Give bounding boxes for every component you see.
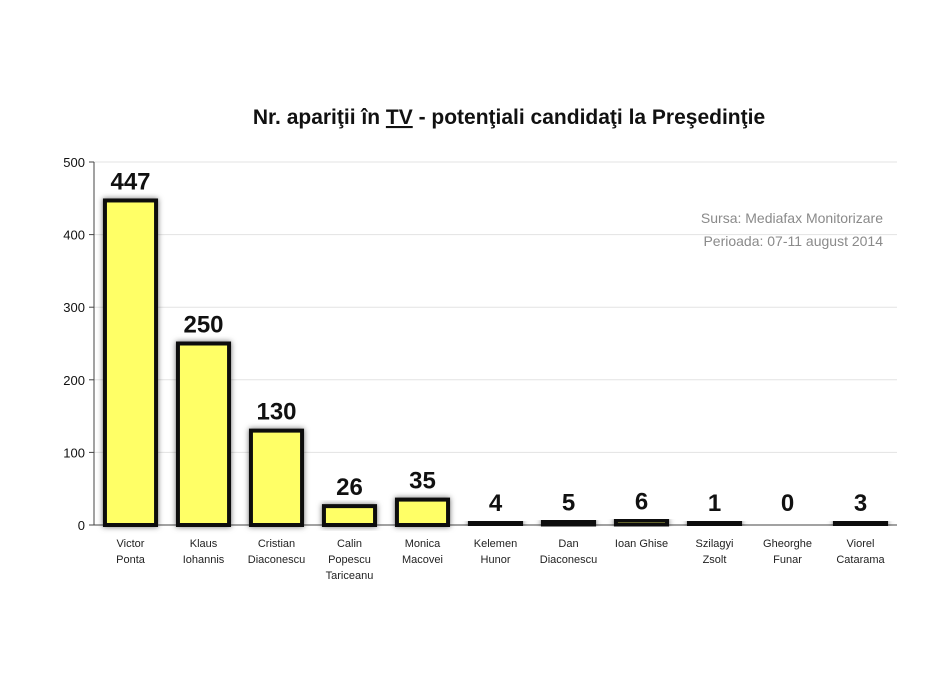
chart-title-part-tv: TV [386, 106, 413, 129]
data-label-8: 1 [708, 490, 721, 517]
x-tick-label-3-line-0: Calin [337, 538, 362, 550]
data-labels: 447 250 130 26 35 4 5 6 1 0 3 [110, 168, 867, 517]
y-tick-labels: 0 100 200 300 400 500 [63, 155, 85, 533]
bar-3 [321, 504, 378, 527]
y-tick-label-0: 0 [78, 518, 85, 533]
bar-0 [102, 198, 159, 527]
x-tick-label-5: Kelemen Hunor [474, 538, 517, 566]
x-tick-label-1-line-0: Klaus [190, 538, 218, 550]
bar-8 [686, 520, 743, 527]
x-tick-label-0: Victor Ponta [116, 538, 146, 566]
x-tick-label-7-line-0: Ioan Ghise [615, 538, 668, 550]
x-tick-label-1-line-1: Iohannis [183, 554, 225, 566]
x-tick-label-8-line-0: Szilagyi [696, 538, 734, 550]
bar-6 [540, 519, 597, 527]
bars [102, 198, 889, 527]
bar-2 [248, 428, 305, 527]
x-tick-label-5-line-0: Kelemen [474, 538, 517, 550]
x-tick-label-6-line-1: Diaconescu [540, 554, 597, 566]
bar-4 [394, 497, 451, 527]
x-tick-label-3-line-2: Tariceanu [326, 570, 374, 582]
data-label-4: 35 [409, 468, 436, 495]
y-tick-label-500: 500 [63, 155, 85, 170]
data-label-1: 250 [183, 312, 223, 339]
x-tick-label-2-line-0: Cristian [258, 538, 295, 550]
x-tick-label-6: Dan Diaconescu [540, 538, 597, 566]
data-label-9: 0 [781, 490, 794, 517]
x-tick-label-2: Cristian Diaconescu [248, 538, 305, 566]
y-tick-label-400: 400 [63, 228, 85, 243]
x-tick-label-0-line-1: Ponta [116, 554, 146, 566]
data-label-0: 447 [110, 168, 150, 195]
chart-title-part-1: Nr. apariţii în [253, 106, 386, 129]
chart-title-part-2: - potenţiali candidaţi la Preşedinţie [413, 106, 765, 129]
x-tick-label-10: Viorel Catarama [836, 538, 885, 566]
x-tick-label-8-line-1: Zsolt [703, 554, 727, 566]
x-tick-label-2-line-1: Diaconescu [248, 554, 305, 566]
bar-10 [832, 520, 889, 527]
bar-5 [467, 520, 524, 527]
x-tick-labels: Victor Ponta Klaus Iohannis Cristian Diacones… [116, 538, 885, 582]
x-tick-label-4-line-0: Monica [405, 538, 441, 550]
x-tick-label-5-line-1: Hunor [481, 554, 511, 566]
source-line-2: Perioada: 07-11 august 2014 [703, 233, 883, 249]
data-label-6: 5 [562, 489, 575, 516]
x-tick-label-7: Ioan Ghise [615, 538, 668, 550]
data-label-2: 130 [256, 399, 296, 426]
x-tick-label-3-line-1: Popescu [328, 554, 371, 566]
x-tick-label-6-line-0: Dan [558, 538, 578, 550]
y-tick-label-200: 200 [63, 373, 85, 388]
x-tick-label-4: Monica Macovei [402, 538, 443, 566]
x-tick-label-3: Calin Popescu Tariceanu [326, 538, 374, 582]
chart-title: Nr. apariţii în TV - potenţiali candidaţ… [253, 106, 765, 129]
x-tick-label-1: Klaus Iohannis [183, 538, 225, 566]
x-tick-label-9-line-0: Gheorghe [763, 538, 812, 550]
data-label-10: 3 [854, 490, 867, 517]
source-line-1: Sursa: Mediafax Monitorizare [701, 210, 883, 226]
y-tick-label-100: 100 [63, 445, 85, 460]
x-tick-label-8: Szilagyi Zsolt [696, 538, 734, 566]
y-tick-label-300: 300 [63, 300, 85, 315]
bar-7 [613, 518, 670, 527]
x-tick-label-9: Gheorghe Funar [763, 538, 812, 566]
bar-1 [175, 341, 232, 527]
data-label-3: 26 [336, 474, 363, 501]
x-tick-label-4-line-1: Macovei [402, 554, 443, 566]
data-label-5: 4 [489, 490, 503, 517]
data-label-7: 6 [635, 489, 648, 516]
x-tick-label-9-line-1: Funar [773, 554, 802, 566]
x-tick-label-0-line-0: Victor [117, 538, 145, 550]
x-tick-label-10-line-0: Viorel [847, 538, 875, 550]
x-tick-label-10-line-1: Catarama [836, 554, 885, 566]
